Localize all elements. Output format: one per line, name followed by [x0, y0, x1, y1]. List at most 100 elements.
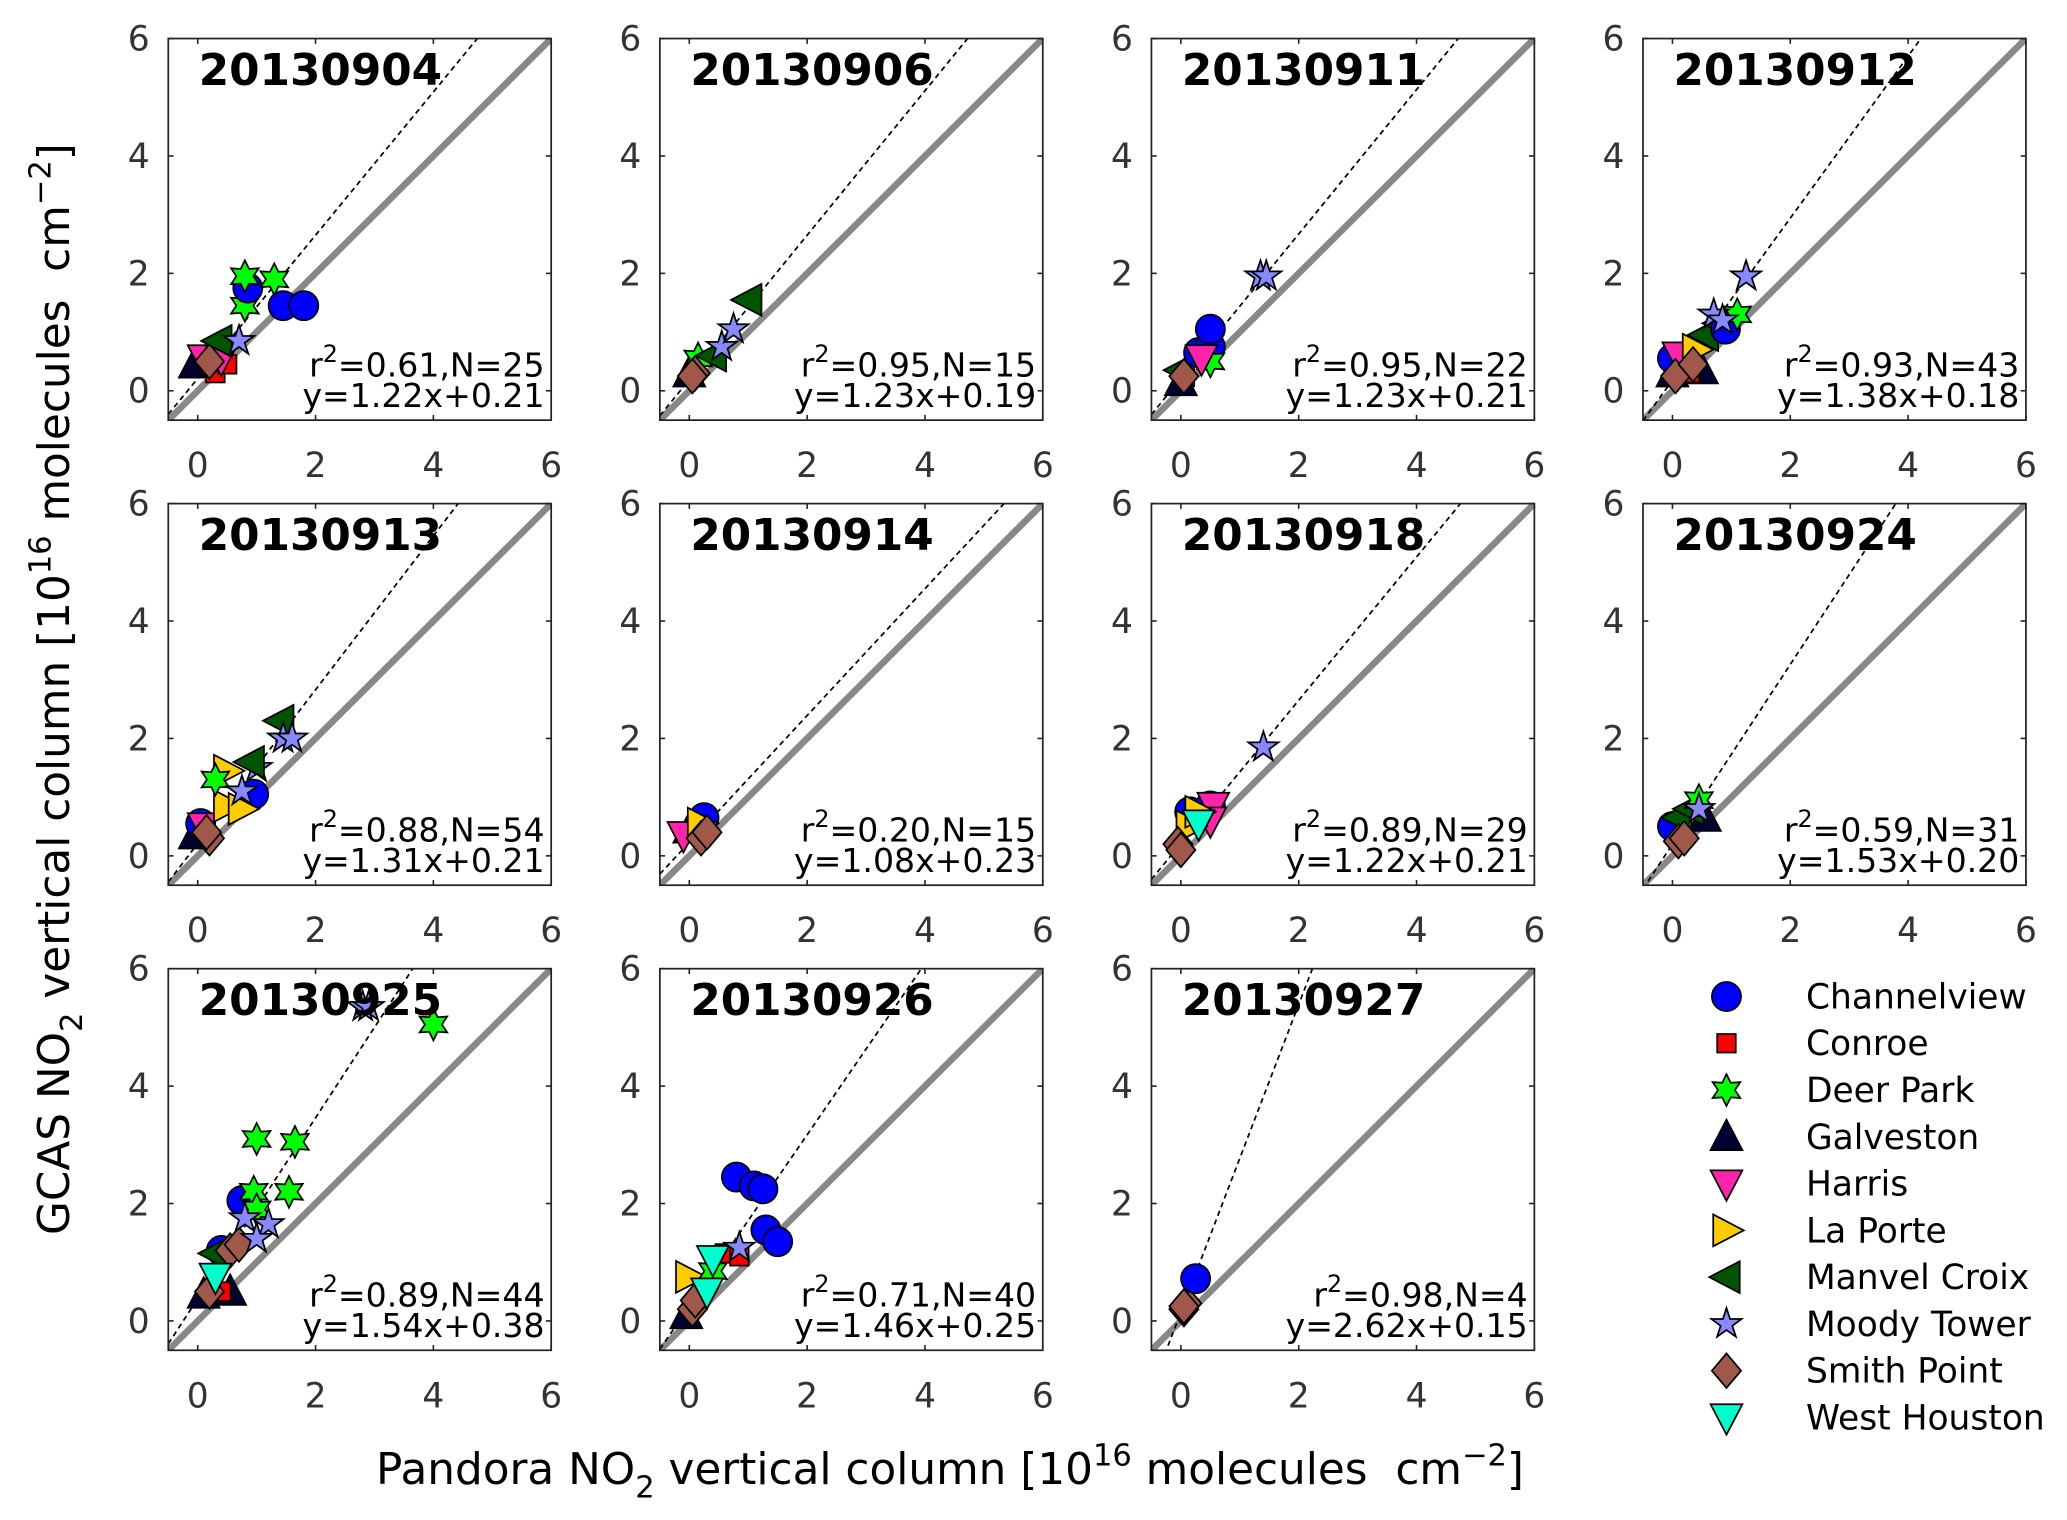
fit-equation: y=1.22x+0.21	[1286, 841, 1528, 880]
triangle-down-icon	[1709, 1403, 1744, 1437]
point-smith-point	[1677, 345, 1709, 383]
x-tick-label: 2	[305, 1376, 327, 1416]
ylabel-sub: 2	[55, 1013, 90, 1032]
axes-frame	[658, 502, 1044, 887]
legend-item-harris: Harris	[1709, 1165, 1908, 1205]
stats-text: r2=0.59,N=31	[1784, 805, 2019, 850]
y-tick-label: 6	[619, 19, 641, 59]
x-tick-label: 4	[1406, 911, 1428, 951]
fit-equation: y=1.53x+0.20	[1777, 841, 2019, 880]
axes-frame	[1150, 37, 1536, 421]
point-moody-tower	[350, 988, 387, 1022]
x-tick-label: 4	[422, 446, 444, 486]
y-tick-label: 0	[1111, 837, 1133, 877]
x-tick-label: 2	[305, 446, 327, 486]
axes-frame	[1642, 37, 2027, 421]
legend-item-moody-tower: Moody Tower	[1708, 1305, 2032, 1345]
x-tick-label: 2	[796, 911, 818, 951]
panels: 0022446620130904r2=0.61,N=25y=1.22x+0.21…	[128, 19, 2037, 1416]
x-tick-label: 0	[1170, 446, 1192, 486]
points	[671, 282, 763, 395]
legend-item-la-porte: La Porte	[1712, 1211, 1947, 1251]
r2-n-value: =0.89,N=44	[338, 1276, 545, 1315]
y-tick-label: 6	[1111, 485, 1133, 525]
point-west-houston	[695, 1245, 731, 1279]
r2-n-value: =0.95,N=15	[830, 345, 1037, 384]
x-tick-label: 6	[540, 446, 562, 486]
r2-n-value: =0.93,N=43	[1813, 345, 2020, 384]
r2-sup: 2	[1797, 340, 1812, 368]
legend-label: Moody Tower	[1806, 1305, 2032, 1345]
pentagram-icon	[1708, 1305, 1745, 1340]
x-tick-label: 0	[678, 911, 700, 951]
fit-equation: y=1.23x+0.21	[1286, 376, 1528, 415]
panel-title: 20130927	[1182, 975, 1425, 1026]
points	[1168, 1263, 1212, 1328]
y-tick-label: 0	[128, 837, 150, 877]
points	[177, 703, 310, 857]
point-channelview	[1180, 1263, 1212, 1295]
point-smith-point	[193, 342, 226, 380]
y-tick-label: 6	[619, 485, 641, 525]
y-tick-label: 2	[619, 1184, 641, 1224]
y-tick-label: 6	[1111, 19, 1133, 59]
r2-label: r	[1313, 1276, 1327, 1315]
r2-sup: 2	[814, 340, 829, 368]
y-tick-label: 4	[619, 602, 641, 642]
point-smith-point	[1168, 357, 1200, 395]
y-tick-label: 2	[619, 254, 641, 294]
legend-item-galveston: Galveston	[1709, 1117, 1979, 1158]
axes-frame	[1150, 502, 1536, 887]
point-la-porte	[675, 1259, 709, 1295]
point-smith-point	[1165, 831, 1197, 869]
legend-label: West Houston	[1806, 1398, 2045, 1438]
y-tick-label: 4	[619, 1067, 641, 1107]
fit-line	[659, 38, 969, 417]
point-moody-tower	[221, 322, 257, 357]
y-tick-label: 4	[128, 137, 150, 177]
x-tick-label: 6	[1032, 1376, 1054, 1416]
x-tick-label: 4	[1406, 1376, 1428, 1416]
stats-text: r2=0.88,N=54	[309, 805, 544, 850]
x-tick-label: 4	[914, 911, 936, 951]
point-moody-tower	[238, 1220, 275, 1254]
axes-frame	[658, 967, 1044, 1352]
r2-n-value: =0.71,N=40	[830, 1276, 1037, 1315]
xlabel-sup2: −2	[1462, 1439, 1507, 1474]
point-deer-park	[279, 1124, 311, 1160]
point-west-houston	[1181, 809, 1216, 843]
point-harris	[1184, 344, 1219, 378]
legend-label: La Porte	[1806, 1211, 1947, 1251]
fit-line	[168, 38, 478, 415]
r2-sup: 2	[1797, 805, 1812, 833]
fit-equation: y=1.31x+0.21	[302, 841, 544, 880]
y-tick-label: 4	[619, 137, 641, 177]
r2-label: r	[1292, 810, 1306, 849]
r2-label: r	[801, 1276, 815, 1315]
r2-n-value: =0.88,N=54	[338, 810, 545, 849]
r2-sup: 2	[814, 805, 829, 833]
panel-title: 20130912	[1673, 45, 1916, 96]
x-tick-label: 4	[914, 1376, 936, 1416]
xlabel-post: ]	[1507, 1444, 1524, 1495]
y-tick-label: 2	[1603, 254, 1625, 294]
x-tick-label: 2	[1779, 911, 1801, 951]
points	[666, 802, 723, 857]
ylabel-post: ]	[29, 143, 80, 160]
triangle-up-icon	[1709, 1117, 1744, 1151]
x-tick-label: 6	[1523, 446, 1545, 486]
r2-label: r	[309, 345, 323, 384]
y-tick-label: 6	[1603, 19, 1625, 59]
point-smith-point	[691, 813, 723, 851]
r2-label: r	[309, 810, 323, 849]
circle-icon	[1711, 981, 1742, 1012]
point-channelview	[1194, 313, 1226, 345]
axes-frame	[1150, 967, 1536, 1352]
point-smith-point	[1168, 1287, 1200, 1325]
x-tick-label: 0	[1170, 1376, 1192, 1416]
